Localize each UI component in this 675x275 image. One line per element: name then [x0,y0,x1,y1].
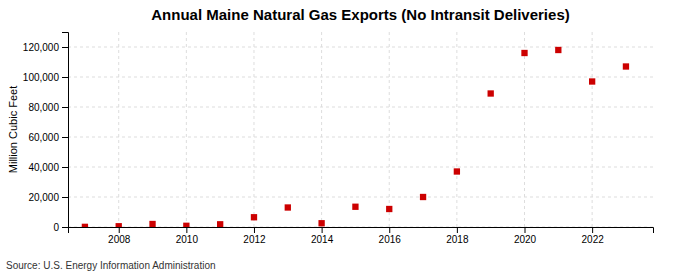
point [521,50,527,56]
grid-line-y [68,107,653,108]
tick-mark [62,137,68,138]
tick-label: 80,000 [28,102,59,113]
tick: 2020 [514,227,537,245]
tick-label: 2012 [243,234,266,245]
grid-line-y [68,197,653,198]
point [488,90,494,96]
grid-line-x [456,32,457,227]
tick: 60,000 [28,132,68,143]
grid [68,32,653,227]
tick: 2008 [108,227,131,245]
tick-label: 40,000 [28,162,59,173]
tick: 80,000 [28,102,68,113]
tick-label: 2014 [311,234,334,245]
tick-label: 2016 [379,234,402,245]
tick: 2014 [311,227,334,245]
grid-line-y [68,137,653,138]
tick-mark [322,227,323,233]
point [285,204,291,210]
point [82,224,88,227]
point [454,168,460,174]
point [420,194,426,200]
points [82,47,629,227]
y-axis: 0 20,000 40,000 60,000 80,000 100,000 120,000 [23,33,69,233]
point [318,220,324,226]
tick-label: 20,000 [28,192,59,203]
grid-line-x [186,32,187,227]
tick: 100,000 [23,72,68,83]
title: Annual Maine Natural Gas Exports (No Int… [151,6,569,23]
tick-mark [62,47,68,48]
tick: 40,000 [28,162,68,173]
tick: 2022 [582,227,605,245]
point [623,63,629,69]
tick: 2018 [446,227,469,245]
x-axis: 2008 2010 2012 2014 2016 2018 2020 2022 [69,227,654,245]
tick: 2016 [379,227,402,245]
point [589,78,595,84]
grid-line-y [68,77,653,78]
tick: 2010 [176,227,199,245]
y-axis-label: Million Cubic Feet [7,86,19,173]
point [116,223,122,227]
point [217,221,223,227]
tick: 0 [53,222,68,233]
point [386,206,392,212]
plot-area: 2008 2010 2012 2014 2016 2018 2020 2022 0 20,000 4… [23,32,654,245]
point [183,223,189,227]
grid-line-x [118,32,119,227]
tick-mark [62,77,68,78]
chart: 2008 2010 2012 2014 2016 2018 2020 2022 0 20,000 4… [0,0,675,275]
tick-label: 60,000 [28,132,59,143]
tick-label: 100,000 [23,72,60,83]
tick-mark [457,227,458,233]
tick-label: 2008 [108,234,131,245]
grid-line-y [68,167,653,168]
point [149,221,155,227]
grid-line-x [389,32,390,227]
tick-label: 2010 [176,234,199,245]
tick-mark [592,227,593,233]
point [251,214,257,220]
tick-mark [254,227,255,233]
tick-mark [525,227,526,233]
axis-line [62,33,69,228]
tick-mark [62,167,68,168]
tick-label: 2018 [446,234,469,245]
tick-mark [119,227,120,233]
tick-mark [62,227,68,228]
point [352,204,358,210]
tick: 120,000 [23,42,68,53]
tick-mark [186,227,187,233]
tick: 2012 [243,227,266,245]
grid-line-x [321,32,322,227]
point [555,47,561,53]
grid-line-y [68,47,653,48]
source-note: Source: U.S. Energy Information Administ… [6,260,216,271]
tick-label: 0 [53,222,59,233]
tick-label: 120,000 [23,42,60,53]
grid-line-x [253,32,254,227]
tick-label: 2022 [582,234,605,245]
grid-line-x [592,32,593,227]
tick-mark [62,197,68,198]
tick-label: 2020 [514,234,537,245]
tick: 20,000 [28,192,68,203]
tick-mark [389,227,390,233]
axis-line [69,228,654,234]
tick-mark [62,107,68,108]
grid-line-x [524,32,525,227]
